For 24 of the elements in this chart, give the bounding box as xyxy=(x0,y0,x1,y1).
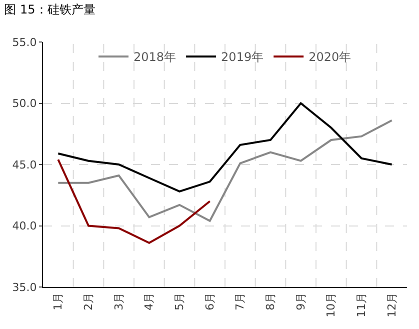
y-tick-label: 55.0 xyxy=(12,36,37,49)
x-tick-label: 2月 xyxy=(82,292,96,310)
x-tick-label: 9月 xyxy=(294,292,308,310)
x-tick-label: 3月 xyxy=(112,292,126,310)
y-tick-label: 40.0 xyxy=(12,220,37,233)
x-tick-label: 6月 xyxy=(203,292,216,310)
x-tick-label: 4月 xyxy=(142,292,156,310)
x-tick-label: 1月 xyxy=(52,292,65,310)
x-tick-label: 11月 xyxy=(355,292,368,318)
y-tick-label: 45.0 xyxy=(12,158,37,172)
x-tick-label: 10月 xyxy=(324,292,338,318)
y-tick-label: 35.0 xyxy=(12,280,37,294)
x-tick-label: 8月 xyxy=(264,292,278,310)
line-series xyxy=(57,158,211,244)
x-tick-label: 5月 xyxy=(173,292,186,310)
line-series xyxy=(57,102,393,192)
legend-label: 2019年 xyxy=(221,50,264,64)
legend-label: 2018年 xyxy=(134,50,176,64)
y-tick-label: 50.0 xyxy=(12,97,37,110)
line-series xyxy=(57,119,393,222)
legend-label: 2020年 xyxy=(308,50,352,64)
x-tick-label: 12月 xyxy=(385,292,398,318)
chart-title: 图 15：硅铁产量 xyxy=(4,2,96,16)
x-tick-label: 7月 xyxy=(234,292,247,310)
